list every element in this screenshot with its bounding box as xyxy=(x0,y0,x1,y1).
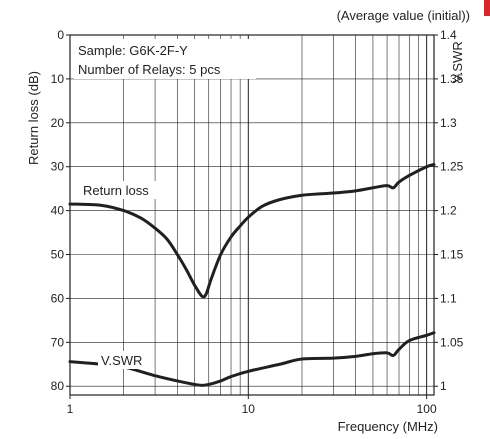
y2-tick-label: 1.25 xyxy=(440,160,464,174)
right-axis: 1.4 1.35 1.3 1.25 1.2 1.15 1.1 1.05 1 xyxy=(434,28,464,393)
x-axis-title: Frequency (MHz) xyxy=(338,419,438,434)
y-tick-label: 10 xyxy=(51,72,65,86)
chart-caption: (Average value (initial)) xyxy=(337,8,470,23)
plot-frame xyxy=(69,34,435,396)
annotation-relays: Number of Relays: 5 pcs xyxy=(78,62,221,77)
y-tick-label: 30 xyxy=(51,160,65,174)
y2-tick-label: 1.35 xyxy=(440,72,464,86)
annotation-sample: Sample: G6K-2F-Y xyxy=(78,43,188,58)
left-axis: 0 10 20 30 40 50 60 70 80 xyxy=(51,28,70,393)
series-label-vswr: V.SWR xyxy=(101,353,142,368)
y2-tick-label: 1.2 xyxy=(440,204,457,218)
y2-tick-label: 1.15 xyxy=(440,248,464,262)
series-line-vswr xyxy=(68,331,436,387)
y2-tick-label: 1.4 xyxy=(440,28,457,42)
y2-tick-label: 1.1 xyxy=(440,291,457,305)
series-label-return-loss: Return loss xyxy=(83,183,149,198)
y2-axis-title: V.SWR xyxy=(450,41,465,82)
x-tick-label: 100 xyxy=(417,402,437,416)
y2-tick-label: 1.05 xyxy=(440,335,464,349)
series-line-return-loss xyxy=(68,163,436,299)
y-axis-title: Return loss (dB) xyxy=(26,71,41,165)
series-label-box-return-loss xyxy=(80,181,164,199)
y2-tick-label: 1.3 xyxy=(440,116,457,130)
x-axis: 1 10 100 xyxy=(67,395,437,416)
grid xyxy=(70,35,434,395)
y-tick-label: 80 xyxy=(51,379,65,393)
y-tick-label: 0 xyxy=(57,28,64,42)
annotation-box xyxy=(74,39,256,79)
x-tick-label: 10 xyxy=(242,402,256,416)
y-tick-label: 40 xyxy=(51,204,65,218)
y-tick-label: 60 xyxy=(51,291,65,305)
x-tick-label: 1 xyxy=(67,402,74,416)
y2-tick-label: 1 xyxy=(440,379,447,393)
accent-bar xyxy=(484,0,490,16)
series-group xyxy=(68,163,436,387)
series-label-box-vswr xyxy=(98,351,154,369)
y-tick-label: 20 xyxy=(51,116,65,130)
y-tick-label: 50 xyxy=(51,248,65,262)
y-tick-label: 70 xyxy=(51,335,65,349)
